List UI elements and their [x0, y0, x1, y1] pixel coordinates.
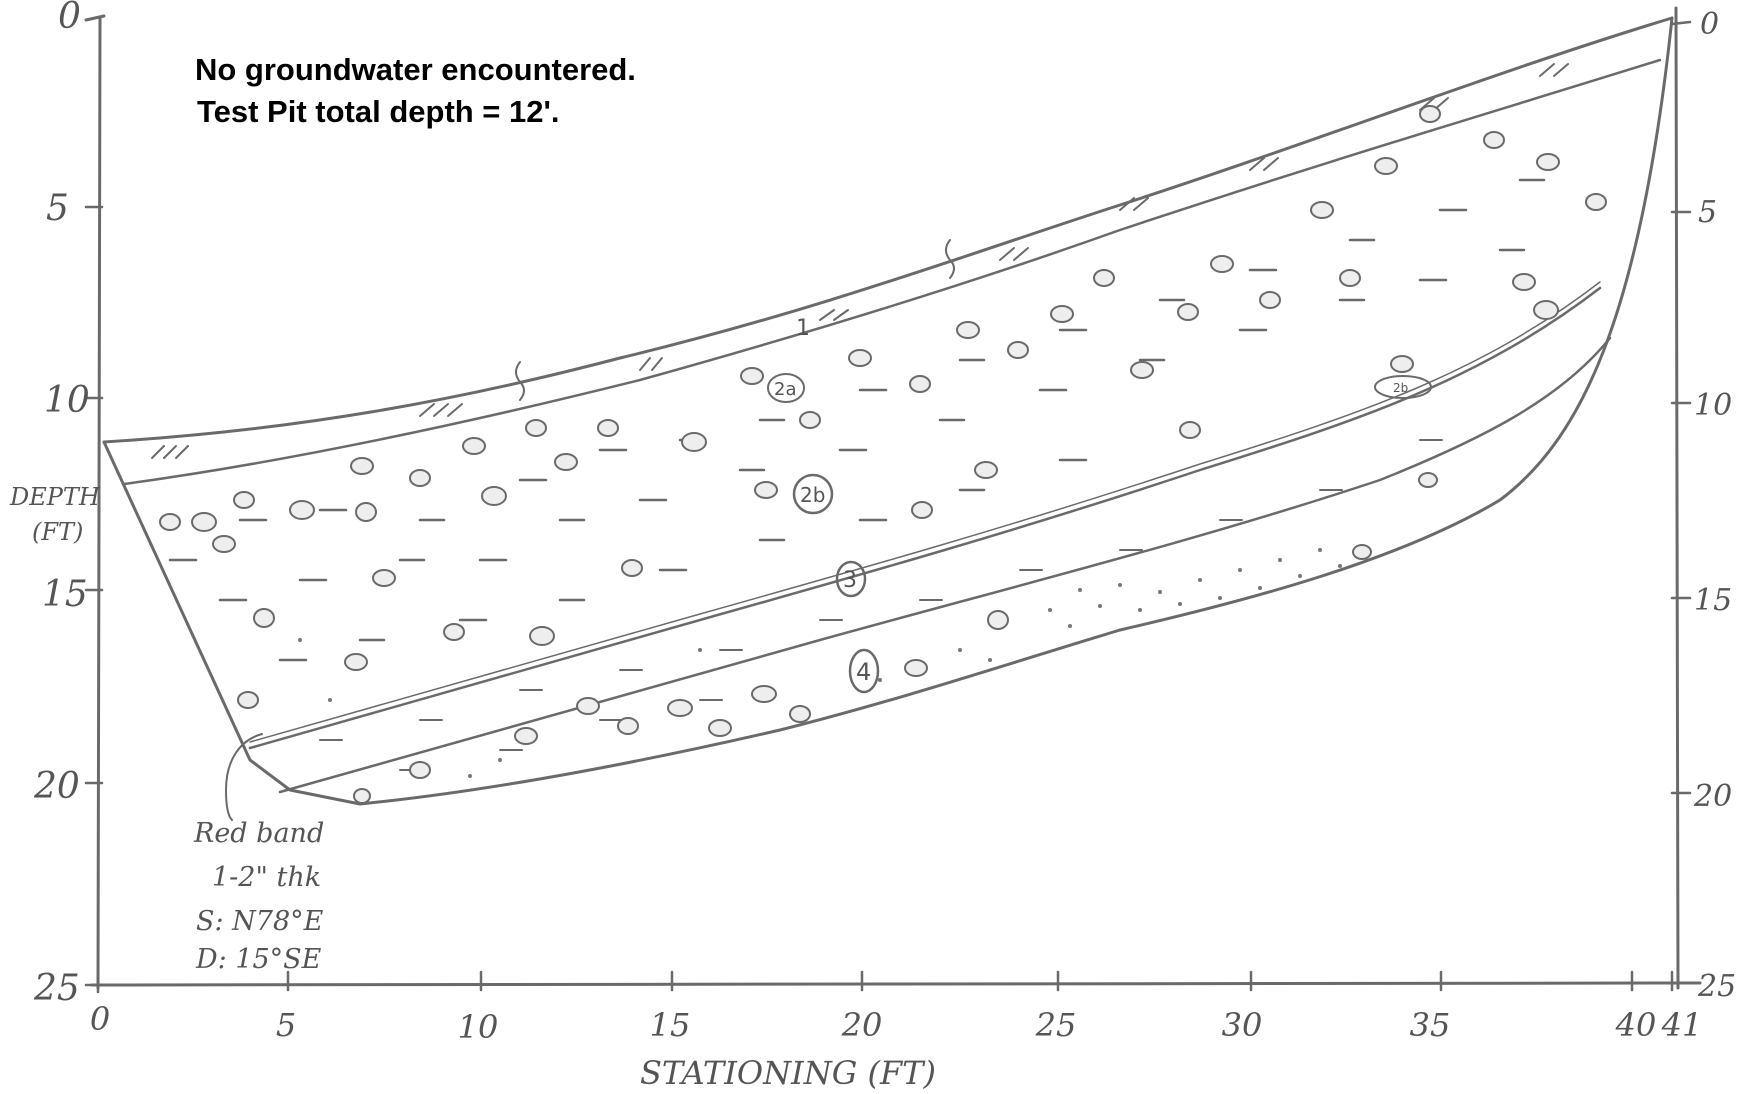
right-depth-ticks — [1670, 20, 1692, 985]
left-depth-labels: 0 5 10 15 20 25 — [33, 0, 90, 1009]
station-tick-5: 5 — [276, 1006, 296, 1044]
station-tick-25: 25 — [1035, 1006, 1077, 1044]
station-axis — [90, 981, 1702, 987]
station-ticks — [96, 970, 1674, 994]
pit-wall-and-base — [102, 16, 1674, 806]
depth-tick-5: 5 — [46, 188, 69, 229]
red-band-leader — [225, 733, 263, 821]
right-depth-tick-10: 10 — [1694, 388, 1732, 423]
station-tick-41: 41 — [1661, 1006, 1703, 1044]
silt-dashes — [168, 178, 1546, 662]
right-depth-tick-0: 0 — [1700, 7, 1719, 42]
total-depth-note: Test Pit total depth = 12'. — [197, 94, 560, 129]
depth-label-line2: (FT) — [32, 518, 83, 546]
topsoil-marks — [151, 63, 1569, 459]
red-band-line2: 1-2" thk — [212, 862, 321, 893]
contact-2b-3 — [248, 286, 1602, 750]
depth-tick-15: 15 — [42, 574, 88, 615]
unit-2a-label: 2a — [774, 379, 796, 400]
left-depth-ticks — [84, 205, 104, 987]
contact-3-4 — [278, 336, 1612, 794]
ground-surface-line — [102, 16, 1674, 444]
right-depth-tick-25: 25 — [1697, 969, 1736, 1004]
depth-tick-25: 25 — [33, 968, 80, 1009]
right-depth-tick-5: 5 — [1698, 195, 1717, 230]
unit-contacts — [122, 58, 1662, 794]
depth-tick-0: 0 — [58, 0, 81, 37]
red-band-line4: D: 15°SE — [195, 944, 322, 975]
unit-3-label: 3 — [843, 568, 857, 593]
station-tick-40: 40 — [1615, 1006, 1657, 1044]
unit-labels: 1 2a 2b 3 4 2b — [767, 316, 1432, 694]
unit-1-label: 1 — [796, 316, 810, 341]
unit-2b-label: 2b — [800, 483, 825, 507]
station-tick-35: 35 — [1410, 1006, 1451, 1044]
station-tick-20: 20 — [841, 1006, 883, 1044]
right-depth-tick-20: 20 — [1693, 779, 1732, 814]
depth-label-line1: DEPTH — [9, 483, 101, 511]
right-depth-axis — [1674, 6, 1680, 990]
red-band-note: Red band 1-2" thk S: N78°E D: 15°SE — [193, 818, 324, 975]
right-depth-labels: 0 5 10 15 20 25 — [1693, 7, 1736, 1004]
sand-dots — [298, 548, 1342, 778]
station-tick-10: 10 — [458, 1008, 499, 1046]
contact-1-2a — [122, 58, 1662, 486]
station-tick-15: 15 — [650, 1006, 691, 1044]
station-tick-0: 0 — [90, 1000, 110, 1038]
station-tick-labels: 0 5 10 15 20 25 30 35 40 41 — [90, 1000, 1703, 1046]
right-depth-tick-15: 15 — [1694, 583, 1732, 618]
top-left-tick — [84, 14, 106, 22]
gravel-clasts — [159, 105, 1607, 804]
red-band — [249, 281, 1601, 743]
red-band-line3: S: N78°E — [196, 906, 324, 937]
unit-4-label: 4 — [856, 658, 871, 686]
unit-2b-small-label: 2b — [1393, 381, 1408, 395]
station-tick-30: 30 — [1222, 1006, 1263, 1044]
left-depth-axis — [96, 16, 102, 990]
depth-tick-10: 10 — [44, 380, 90, 421]
stationing-axis-title: STATIONING (FT) — [640, 1054, 936, 1092]
groundwater-note: No groundwater encountered. — [195, 52, 636, 87]
depth-tick-20: 20 — [33, 766, 80, 807]
depth-axis-title: DEPTH (FT) — [9, 483, 101, 546]
red-band-line1: Red band — [193, 818, 324, 849]
